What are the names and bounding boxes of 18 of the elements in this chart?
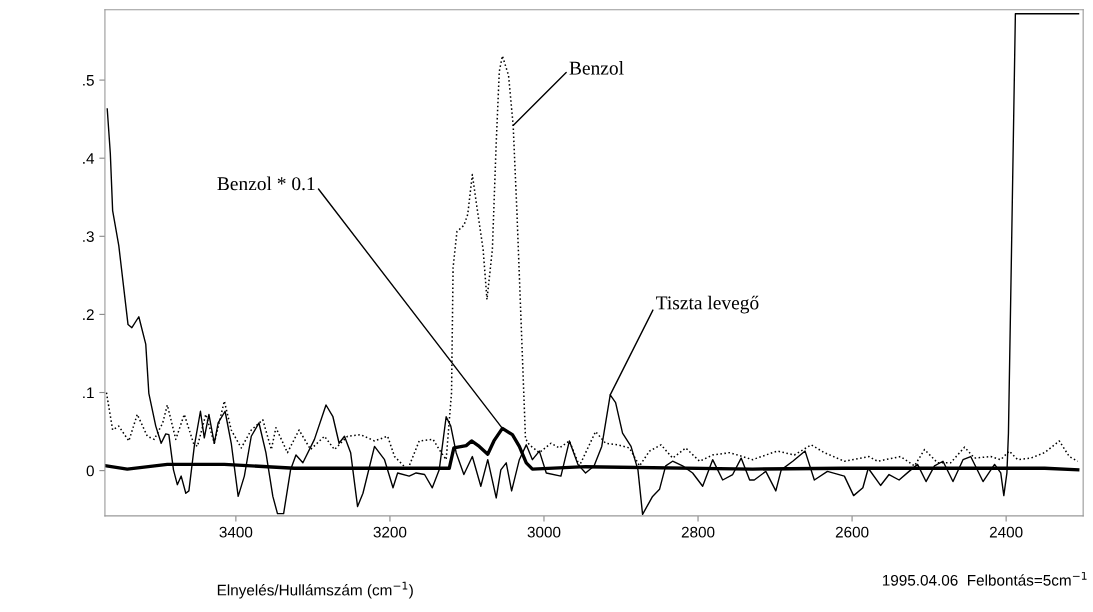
- x-tick-label: 2800: [681, 526, 715, 538]
- x-axis-title: Elnyelés/Hullámszám (cm$^{−1}$): [217, 581, 413, 599]
- y-tick-label: .3: [83, 231, 94, 242]
- y-tick-label: .4: [83, 153, 95, 164]
- annotation: Benzol * 0.1: [217, 176, 315, 191]
- y-tick-label: 0: [86, 465, 94, 477]
- annotation: Benzol: [569, 61, 624, 75]
- text: 1995.04.06 Felbontás=5cm$^{−1}$: [882, 571, 1087, 586]
- x-tick-label: 3400: [219, 526, 253, 538]
- x-tick-label: 2600: [835, 526, 869, 538]
- y-tick-label: .5: [83, 75, 94, 86]
- x-tick-label: 3000: [527, 526, 561, 538]
- x-tick-label: 2400: [989, 526, 1023, 538]
- y-tick-label: .2: [83, 309, 94, 320]
- line-series: [106, 13, 1080, 516]
- y-tick-label: .1: [83, 387, 94, 399]
- x-tick-label: 3200: [373, 526, 407, 538]
- annotation: Tiszta levegő: [656, 295, 759, 314]
